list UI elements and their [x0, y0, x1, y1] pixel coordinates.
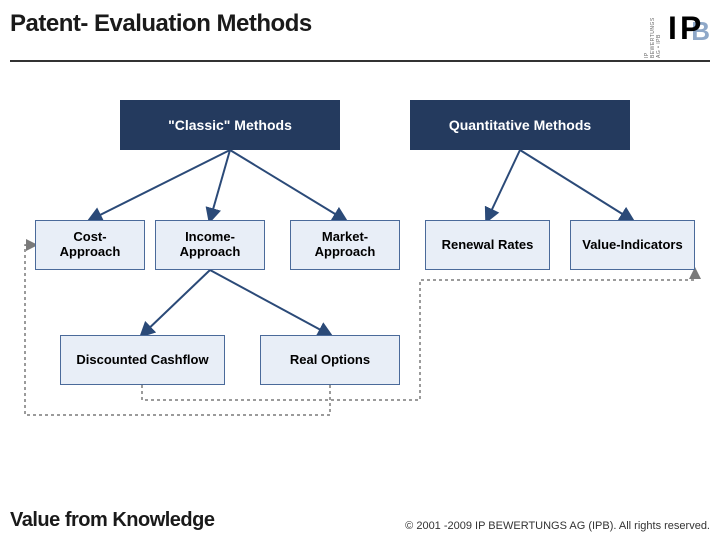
- footer-tagline: Value from Knowledge: [10, 509, 214, 532]
- real-label: Real Options: [290, 353, 370, 368]
- market-label: Market-Approach: [315, 230, 376, 260]
- market-approach-box: Market-Approach: [290, 220, 400, 270]
- connector-layer: [0, 100, 720, 500]
- cost-label: Cost-Approach: [60, 230, 121, 260]
- dcf-label: Discounted Cashflow: [76, 353, 208, 368]
- logo-i-glyph: I: [668, 10, 677, 47]
- classic-label: "Classic" Methods: [168, 117, 292, 133]
- footer-copyright: © 2001 -2009 IP BEWERTUNGS AG (IPB). All…: [405, 520, 710, 532]
- renewal-rates-box: Renewal Rates: [425, 220, 550, 270]
- quant-label: Quantitative Methods: [449, 117, 591, 133]
- renewal-label: Renewal Rates: [442, 238, 534, 253]
- real-options-box: Real Options: [260, 335, 400, 385]
- page-title: Patent- Evaluation Methods: [10, 10, 312, 38]
- logo-mark: B I P: [660, 10, 710, 50]
- logo: IP BEWERTUNGS AG • IPB B I P: [660, 10, 710, 50]
- quantitative-methods-header: Quantitative Methods: [410, 100, 630, 150]
- title-bar: Patent- Evaluation Methods IP BEWERTUNGS…: [10, 10, 710, 58]
- diagram-area: "Classic" Methods Quantitative Methods C…: [0, 100, 720, 480]
- income-approach-box: Income-Approach: [155, 220, 265, 270]
- logo-p-glyph: P: [680, 10, 701, 47]
- valind-label: Value-Indicators: [582, 238, 682, 253]
- title-underline: [10, 60, 710, 62]
- value-indicators-box: Value-Indicators: [570, 220, 695, 270]
- cost-approach-box: Cost-Approach: [35, 220, 145, 270]
- classic-methods-header: "Classic" Methods: [120, 100, 340, 150]
- income-label: Income-Approach: [180, 230, 241, 260]
- discounted-cashflow-box: Discounted Cashflow: [60, 335, 225, 385]
- footer: Value from Knowledge © 2001 -2009 IP BEW…: [10, 509, 710, 532]
